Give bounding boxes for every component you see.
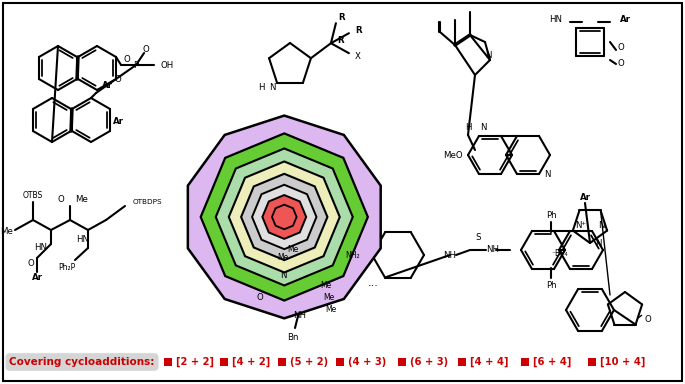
Text: [4 + 2]: [4 + 2]	[232, 357, 271, 367]
Text: N⁺: N⁺	[575, 221, 586, 230]
Text: O: O	[27, 260, 34, 268]
Text: O: O	[618, 60, 625, 68]
Text: (5 + 2): (5 + 2)	[290, 357, 328, 367]
Text: N: N	[599, 221, 605, 230]
Text: Ph: Ph	[546, 280, 556, 290]
Text: Me: Me	[320, 280, 332, 290]
Text: Bn: Bn	[287, 333, 299, 343]
Text: N: N	[595, 238, 601, 248]
Polygon shape	[216, 149, 353, 285]
Text: N: N	[480, 122, 486, 131]
Text: [4 + 4]: [4 + 4]	[470, 357, 508, 367]
Text: [10 + 4]: [10 + 4]	[600, 357, 645, 367]
Text: Ar: Ar	[102, 81, 113, 89]
Text: Me: Me	[288, 245, 299, 255]
Polygon shape	[188, 116, 381, 318]
Text: H: H	[258, 83, 265, 92]
Text: Covering cycloadditions:: Covering cycloadditions:	[10, 357, 155, 367]
Text: ⁻BF₄: ⁻BF₄	[551, 248, 569, 258]
Text: Me: Me	[75, 195, 88, 205]
Text: NH: NH	[443, 250, 456, 260]
Text: N: N	[279, 271, 286, 280]
Text: HN: HN	[549, 15, 562, 25]
Text: ...: ...	[368, 278, 378, 288]
Text: O: O	[645, 316, 651, 324]
Polygon shape	[229, 162, 340, 272]
Text: OH: OH	[160, 61, 173, 70]
Text: Ph₂P: Ph₂P	[58, 263, 75, 273]
Text: R: R	[355, 26, 362, 35]
Text: NH: NH	[293, 311, 306, 321]
Text: Ar: Ar	[580, 192, 590, 202]
Text: N: N	[485, 51, 492, 60]
Polygon shape	[201, 133, 368, 301]
Text: O: O	[618, 43, 625, 51]
Text: [6 + 4]: [6 + 4]	[533, 357, 571, 367]
Text: HN: HN	[77, 235, 90, 245]
Text: N: N	[269, 83, 275, 92]
Text: X: X	[355, 52, 361, 61]
Text: R: R	[337, 36, 344, 45]
Text: Ph: Ph	[546, 210, 556, 220]
Text: O: O	[257, 293, 263, 303]
Text: MeO: MeO	[443, 151, 463, 159]
Text: N: N	[544, 170, 551, 179]
Text: Me: Me	[325, 306, 336, 314]
Polygon shape	[262, 195, 306, 239]
Text: (6 + 3): (6 + 3)	[410, 357, 448, 367]
Text: Me: Me	[323, 293, 334, 303]
Text: R: R	[338, 13, 345, 22]
Text: S: S	[475, 233, 481, 243]
Text: Ar: Ar	[32, 273, 42, 283]
Text: O: O	[123, 55, 130, 63]
Text: H: H	[464, 122, 471, 131]
Polygon shape	[252, 185, 316, 249]
Text: Ar: Ar	[620, 15, 631, 25]
Text: O: O	[142, 45, 149, 53]
Text: NH₂: NH₂	[345, 250, 360, 260]
Text: HN: HN	[34, 243, 47, 253]
Polygon shape	[272, 205, 297, 229]
Text: Me: Me	[277, 253, 288, 263]
Text: O: O	[58, 195, 64, 205]
Text: Ar: Ar	[113, 116, 124, 126]
Text: O: O	[114, 74, 121, 83]
Text: NH: NH	[486, 245, 499, 255]
Text: OTBS: OTBS	[23, 192, 43, 200]
Text: [2 + 2]: [2 + 2]	[176, 357, 214, 367]
Text: Me: Me	[1, 227, 14, 237]
Text: OTBDPS: OTBDPS	[133, 199, 162, 205]
Polygon shape	[241, 174, 327, 260]
Text: (4 + 3): (4 + 3)	[348, 357, 386, 367]
Text: P: P	[134, 61, 138, 70]
